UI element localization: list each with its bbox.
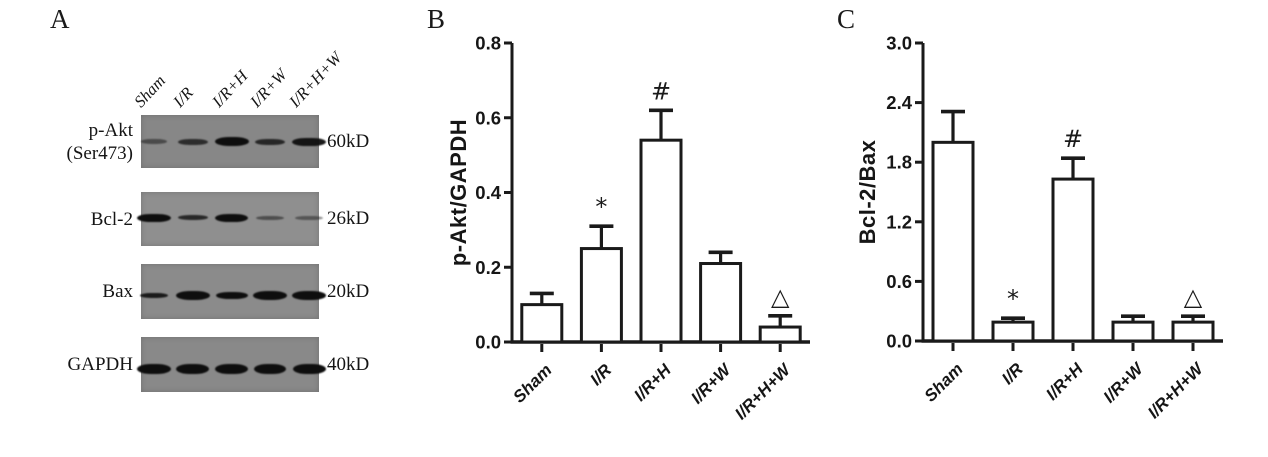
panel-c-letter: C xyxy=(837,4,856,34)
lane-label: I/R xyxy=(168,83,197,111)
lane-label: I/R+H xyxy=(207,66,251,111)
x-category-label: I/R+H xyxy=(630,360,675,405)
y-tick-label: 0.0 xyxy=(886,331,912,352)
y-axis-title: p-Akt/GAPDH xyxy=(446,119,471,266)
y-tick-label: 0.8 xyxy=(475,33,501,54)
protein-band xyxy=(215,363,248,374)
molecular-weight-label: 40kD xyxy=(327,353,370,375)
bar xyxy=(1171,320,1215,343)
protein-band xyxy=(137,363,171,374)
bar xyxy=(931,140,975,343)
bar xyxy=(520,303,564,344)
panel-b-letter: B xyxy=(427,4,446,34)
y-tick-label: 0.6 xyxy=(475,107,501,128)
protein-band xyxy=(215,292,248,300)
lane-label: I/R+W xyxy=(246,65,291,111)
protein-band xyxy=(255,138,286,145)
significance-symbol: △ xyxy=(771,283,790,311)
significance-symbol: * xyxy=(595,193,607,221)
y-tick-label: 1.8 xyxy=(886,152,912,173)
blot-membrane xyxy=(137,337,326,392)
bar-chart-p-akt-gapdh: 0.0 0.2 0.4 0.6 0.8 Sham * I/R # I/R+H I/R+W △ I/R+H… xyxy=(446,33,810,423)
bar xyxy=(639,138,683,344)
panel-b-chart: B 0.0 0.2 0.4 0.6 0.8 Sham * I/R # I/R+H I/R+W △ I/R… xyxy=(420,0,820,457)
x-category-label: Sham xyxy=(509,360,555,406)
protein-band xyxy=(175,291,210,301)
x-category-label: Sham xyxy=(921,359,967,405)
bar xyxy=(579,247,623,344)
protein-band xyxy=(141,139,167,144)
molecular-weight-label: 60kD xyxy=(327,130,370,152)
protein-band xyxy=(256,215,285,220)
significance-symbol: # xyxy=(1063,125,1083,153)
protein-name-label: Bax xyxy=(102,281,133,302)
y-tick-label: 0.4 xyxy=(475,182,501,203)
protein-band xyxy=(253,291,288,301)
protein-band xyxy=(292,291,326,301)
significance-symbol: △ xyxy=(1184,283,1203,311)
lane-label: Sham xyxy=(130,71,170,111)
y-tick-label: 0.2 xyxy=(475,257,501,278)
protein-band xyxy=(137,213,171,222)
panel-a-western-blot: A Sham I/R I/R+H I/R+W I/R+H+W p-Akt (Ser473) 6… xyxy=(0,0,420,457)
protein-band xyxy=(177,138,208,145)
bar xyxy=(699,262,743,344)
protein-band xyxy=(214,137,249,146)
y-tick-label: 2.4 xyxy=(886,92,912,113)
bar xyxy=(1051,177,1095,343)
protein-band xyxy=(254,363,287,374)
protein-band xyxy=(176,363,210,374)
y-tick-label: 1.2 xyxy=(886,211,912,232)
panel-a-letter: A xyxy=(50,4,70,34)
y-tick-label: 3.0 xyxy=(886,33,912,54)
x-category-label: I/R xyxy=(998,359,1027,388)
protein-band xyxy=(215,213,248,222)
protein-name-label: p-Akt (Ser473) xyxy=(66,119,133,164)
x-category-label: I/R+H xyxy=(1042,359,1087,404)
lane-label: I/R+H+W xyxy=(285,48,346,111)
x-category-label: I/R+W xyxy=(687,359,736,408)
protein-band xyxy=(292,137,326,146)
protein-band xyxy=(177,215,208,221)
x-category-label: I/R+W xyxy=(1100,358,1149,407)
protein-band xyxy=(140,293,168,299)
molecular-weight-label: 20kD xyxy=(327,280,370,302)
y-axis-title: Bcl-2/Bax xyxy=(855,139,880,244)
protein-band xyxy=(292,363,326,374)
blot-membrane xyxy=(141,115,326,168)
significance-symbol: # xyxy=(651,77,671,105)
x-category-label: I/R+H+W xyxy=(731,359,795,423)
significance-symbol: * xyxy=(1007,285,1019,313)
blot-membrane xyxy=(137,192,323,246)
x-category-label: I/R xyxy=(586,360,615,389)
protein-name-label: GAPDH xyxy=(67,354,133,375)
bar xyxy=(1111,320,1155,343)
x-category-label: I/R+H+W xyxy=(1144,358,1208,422)
bar-chart-bcl2-bax: 0.0 0.6 1.2 1.8 2.4 3.0 Sham * I/R # I/R+H I/R+W △ I/… xyxy=(855,33,1223,422)
panel-c-chart: C 0.0 0.6 1.2 1.8 2.4 3.0 Sham * I/R # I/R+H I/R+W △… xyxy=(820,0,1268,457)
protein-name-label: Bcl-2 xyxy=(90,208,133,230)
blot-membrane xyxy=(140,264,326,319)
y-tick-label: 0.0 xyxy=(475,332,501,353)
bar xyxy=(991,320,1035,343)
protein-band xyxy=(295,215,323,220)
molecular-weight-label: 26kD xyxy=(327,208,370,229)
y-tick-label: 0.6 xyxy=(886,271,912,292)
bar xyxy=(758,325,802,344)
